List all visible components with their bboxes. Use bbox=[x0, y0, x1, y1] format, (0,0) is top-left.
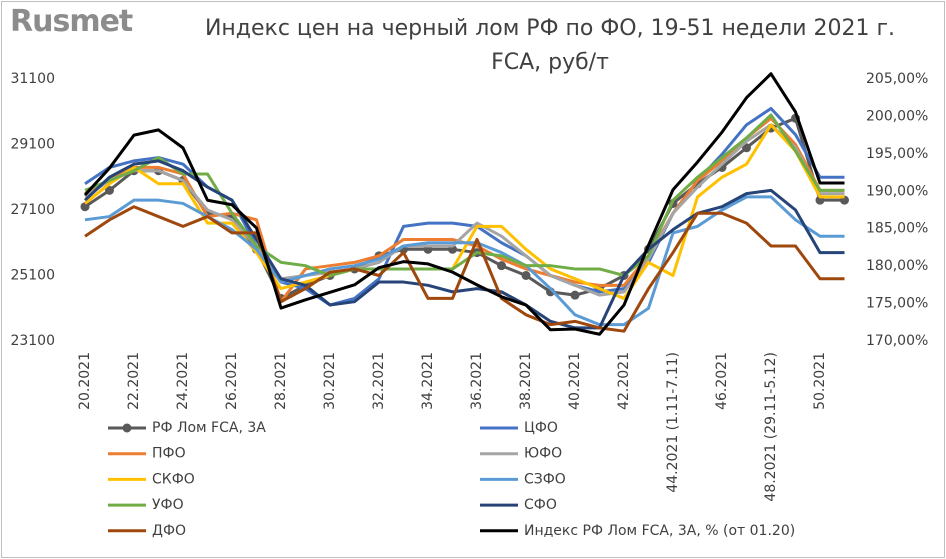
x-tick-label: 36.2021 bbox=[469, 352, 485, 410]
legend-label: СКФО bbox=[152, 471, 195, 487]
legend-label: УФО bbox=[152, 497, 184, 513]
y2-tick-label: 175,00% bbox=[866, 296, 928, 312]
series-line bbox=[84, 123, 845, 300]
x-tick-label: 30.2021 bbox=[322, 352, 338, 410]
legend-label: ЦФО bbox=[524, 420, 558, 436]
series-line bbox=[84, 113, 845, 277]
series-marker bbox=[105, 185, 114, 195]
legend-label: ДФО bbox=[152, 523, 186, 539]
series-line bbox=[83, 72, 845, 336]
chart-title: Индекс цен на черный лом РФ по ФО, 19-51… bbox=[204, 16, 896, 75]
x-tick-label: 40.2021 bbox=[567, 352, 583, 410]
x-tick-label: 46.2021 bbox=[714, 352, 730, 410]
x-tick-label: 42.2021 bbox=[616, 352, 632, 410]
x-tick-label: 26.2021 bbox=[224, 352, 240, 410]
series-line bbox=[84, 123, 845, 297]
y2-tick-label: 200,00% bbox=[866, 108, 928, 124]
y2-tick-label: 190,00% bbox=[866, 183, 928, 199]
legend-label: СФО bbox=[524, 497, 557, 513]
x-tick-label: 24.2021 bbox=[175, 352, 191, 410]
series-line bbox=[84, 205, 845, 333]
y-tick-label: 23100 bbox=[10, 333, 55, 349]
x-tick-label: 50.2021 bbox=[812, 352, 828, 410]
y-tick-label: 31100 bbox=[10, 71, 55, 87]
series-line bbox=[83, 159, 845, 330]
x-tick-label: 22.2021 bbox=[126, 352, 142, 410]
x-tick-label: 34.2021 bbox=[420, 352, 436, 410]
legend-label: Индекс РФ Лом FCA, 3А, % (от 01.20) bbox=[524, 523, 795, 539]
legend-label: РФ Лом FCA, 3А bbox=[152, 420, 266, 436]
x-tick-label: 44.2021 (1.11-7.11) bbox=[665, 352, 681, 493]
y2-tick-label: 170,00% bbox=[866, 333, 928, 349]
series-marker bbox=[80, 202, 90, 212]
x-tick-label: 28.2021 bbox=[273, 352, 289, 410]
y2-tick-label: 205,00% bbox=[866, 71, 928, 87]
x-tick-label: 32.2021 bbox=[371, 352, 387, 410]
legend-label: ПФО bbox=[152, 446, 186, 462]
legend-label: СЗФО bbox=[524, 471, 566, 487]
y-tick-label: 29100 bbox=[10, 137, 55, 153]
y-tick-label: 27100 bbox=[10, 202, 55, 218]
x-tick-label: 48.2021 (29.11-5.12) bbox=[763, 352, 779, 502]
series-marker bbox=[521, 271, 531, 280]
series-marker bbox=[742, 143, 751, 153]
legend-label: ЮФО bbox=[524, 446, 562, 462]
y2-tick-label: 195,00% bbox=[866, 146, 928, 162]
x-tick-label: 20.2021 bbox=[77, 352, 93, 410]
y2-tick-label: 180,00% bbox=[866, 258, 928, 274]
legend-marker bbox=[122, 423, 132, 433]
series-marker bbox=[497, 261, 506, 271]
y2-tick-label: 185,00% bbox=[866, 221, 928, 237]
y-tick-label: 25100 bbox=[10, 268, 55, 284]
x-tick-label: 38.2021 bbox=[518, 352, 534, 410]
logo: Rusmet bbox=[10, 4, 133, 39]
series-marker bbox=[570, 290, 580, 300]
